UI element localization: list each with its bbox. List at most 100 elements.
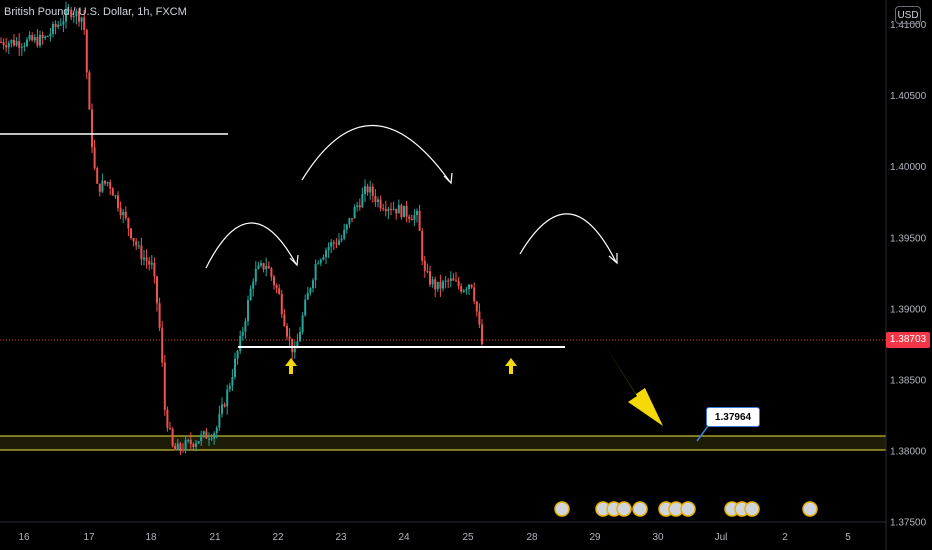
- candle-body: [23, 45, 26, 47]
- candle-body: [327, 246, 330, 251]
- candle-body: [49, 33, 52, 37]
- candle-body: [192, 443, 195, 447]
- x-tick-label: 21: [209, 532, 221, 543]
- candle-body: [117, 195, 119, 208]
- candle-body: [119, 207, 122, 216]
- head-arrowhead: [443, 172, 453, 185]
- candle-body: [20, 46, 23, 48]
- left-shoulder-arrowhead: [289, 254, 299, 267]
- callout-pointer: [696, 425, 709, 442]
- left-shoulder-arc: [205, 222, 297, 269]
- candle-body: [182, 449, 184, 451]
- candle-body: [270, 268, 273, 277]
- flag-icon: [616, 501, 632, 517]
- candle-body: [75, 10, 78, 17]
- candle-body: [356, 205, 359, 207]
- candle-body: [31, 35, 34, 41]
- candle-body: [184, 440, 187, 451]
- candle-body: [200, 434, 203, 442]
- candle-body: [140, 245, 143, 260]
- y-tick-label: 1.38500: [890, 375, 927, 386]
- candle-body: [13, 39, 15, 46]
- candle-body: [364, 186, 366, 195]
- candle-body: [226, 389, 229, 407]
- candle-body: [150, 262, 153, 265]
- candle-body: [317, 263, 320, 265]
- candle-body: [260, 263, 262, 266]
- candle-body: [460, 286, 463, 292]
- candle-body: [392, 208, 395, 210]
- candle-body: [36, 37, 39, 46]
- candle-body: [470, 284, 473, 288]
- candle-body: [163, 362, 166, 410]
- candle-body: [405, 205, 408, 217]
- candle-body: [33, 37, 36, 41]
- x-tick-label: 22: [272, 532, 284, 543]
- candle-body: [444, 280, 447, 282]
- candle-body: [135, 241, 138, 246]
- candle-body: [416, 210, 418, 215]
- candle-body: [335, 243, 338, 245]
- candle-body: [338, 240, 340, 245]
- candle-body: [96, 168, 99, 184]
- candle-body: [59, 24, 62, 26]
- event-icons: [554, 501, 818, 517]
- candle-body: [104, 180, 106, 184]
- candle-body: [280, 294, 283, 315]
- candle-body: [299, 332, 301, 342]
- candle-body: [124, 211, 127, 219]
- x-tick-label: Jul: [715, 532, 728, 543]
- candle-body: [291, 338, 294, 353]
- y-tick-label: 1.37500: [890, 518, 927, 529]
- currency-selector[interactable]: USD: [895, 6, 921, 24]
- candle-body: [455, 280, 457, 282]
- candle-body: [202, 431, 205, 435]
- candle-body: [171, 428, 174, 446]
- up-arrow-left: [285, 358, 297, 374]
- x-tick-label: 16: [18, 532, 30, 543]
- current-price-badge: 1.38703: [886, 332, 930, 348]
- candle-body: [371, 186, 374, 196]
- candle-body: [78, 10, 80, 22]
- candle-body: [28, 35, 31, 40]
- candle-body: [374, 195, 377, 202]
- candle-body: [143, 257, 145, 260]
- candle-body: [161, 327, 164, 363]
- candle-body: [395, 208, 398, 214]
- candle-body: [265, 265, 268, 270]
- candle-body: [387, 208, 390, 212]
- candle-body: [473, 287, 476, 302]
- candle-body: [403, 205, 405, 218]
- candle-body: [205, 431, 208, 439]
- candle-body: [85, 29, 88, 73]
- candle-body: [41, 34, 44, 39]
- candle-body: [176, 443, 179, 451]
- candle-body: [348, 218, 351, 225]
- y-tick-label: 1.40000: [890, 162, 927, 173]
- candle-body: [114, 195, 117, 197]
- candle-body: [319, 259, 322, 264]
- candle-body: [421, 230, 424, 261]
- x-tick-label: 2: [782, 532, 788, 543]
- candle-body: [44, 36, 47, 39]
- y-tick-label: 1.41000: [890, 20, 927, 31]
- candle-body: [210, 438, 213, 440]
- candle-body: [267, 265, 270, 269]
- candle-body: [361, 194, 364, 208]
- candle-body: [481, 324, 483, 345]
- candle-body: [314, 263, 317, 281]
- candle-body: [218, 413, 221, 428]
- candle-body: [436, 281, 439, 290]
- candle-body: [322, 257, 325, 260]
- candle-body: [127, 218, 130, 229]
- candle-body: [54, 24, 57, 28]
- candle-body: [215, 427, 218, 434]
- x-tick-label: 24: [398, 532, 410, 543]
- candle-body: [83, 17, 86, 30]
- x-tick-label: 29: [589, 532, 601, 543]
- candle-body: [252, 281, 255, 289]
- candle-body: [166, 409, 169, 428]
- x-axis: 16 17 18 21 22 23 24 25 28 29 30 Jul 2 5: [18, 532, 851, 543]
- candle-body: [145, 257, 148, 262]
